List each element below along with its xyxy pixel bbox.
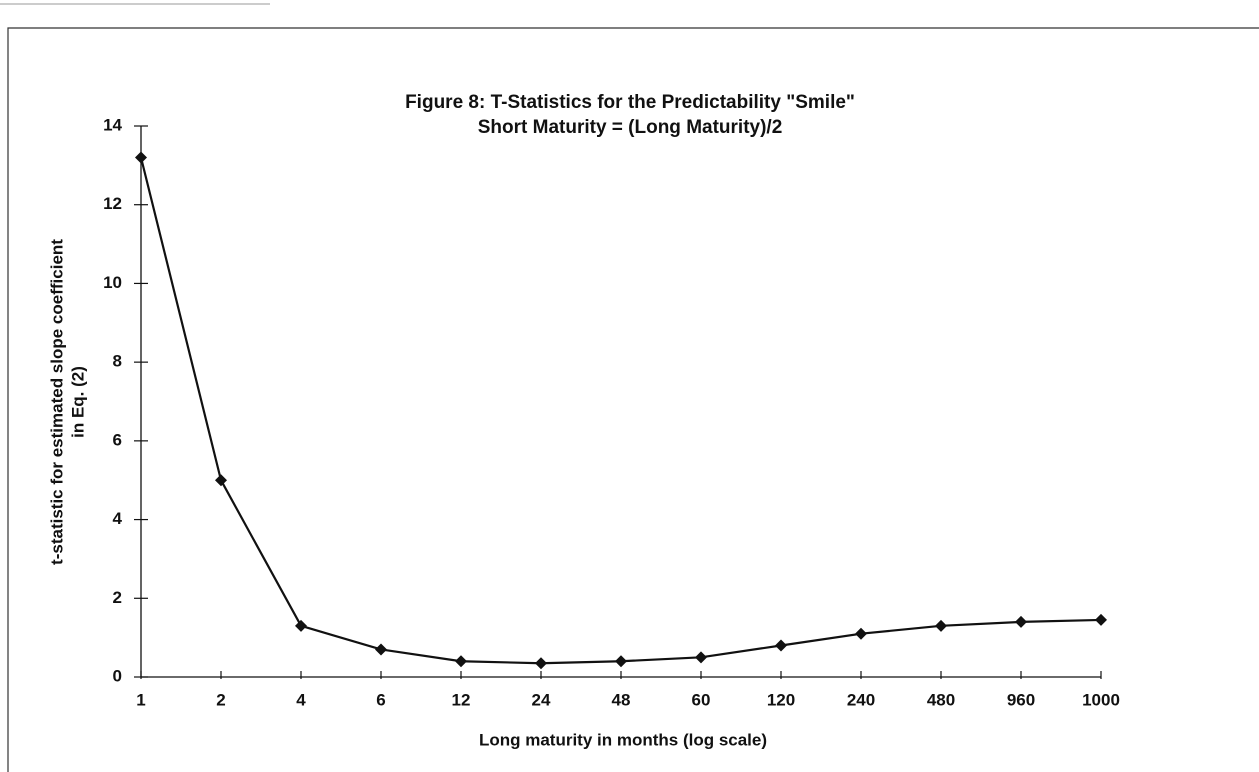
x-tick-label: 120 — [767, 690, 795, 709]
data-point — [615, 655, 627, 668]
data-point — [135, 151, 147, 164]
data-point — [935, 619, 947, 632]
chart-title: Figure 8: T-Statistics for the Predictab… — [405, 92, 855, 113]
x-tick-label: 4 — [296, 690, 306, 709]
x-axis-label: Long maturity in months (log scale) — [479, 730, 767, 749]
x-tick-label: 960 — [1007, 690, 1035, 709]
y-tick-label: 0 — [113, 666, 122, 685]
y-axis-label: in Eq. (2) — [68, 366, 87, 438]
y-tick-label: 2 — [113, 588, 122, 607]
x-tick-label: 6 — [376, 690, 385, 709]
y-tick-label: 14 — [103, 115, 122, 134]
y-tick-label: 8 — [113, 352, 122, 371]
x-tick-label: 1 — [136, 690, 145, 709]
x-tick-label: 240 — [847, 690, 875, 709]
data-point — [215, 474, 227, 487]
data-point — [775, 639, 787, 652]
data-point — [295, 619, 307, 632]
x-tick-label: 2 — [216, 690, 225, 709]
x-tick-label: 24 — [532, 690, 551, 709]
x-tick-label: 1000 — [1082, 690, 1120, 709]
data-point — [455, 655, 467, 668]
data-point — [1095, 613, 1107, 626]
data-point — [535, 657, 547, 670]
data-point — [375, 643, 387, 656]
data-point — [1015, 615, 1027, 628]
y-tick-label: 4 — [113, 509, 123, 528]
y-tick-label: 6 — [113, 430, 122, 449]
x-tick-label: 480 — [927, 690, 955, 709]
x-tick-label: 60 — [692, 690, 711, 709]
data-point — [695, 651, 707, 664]
y-tick-label: 10 — [103, 273, 122, 292]
data-point — [855, 627, 867, 640]
y-tick-label: 12 — [103, 194, 122, 213]
chart-subtitle: Short Maturity = (Long Maturity)/2 — [478, 117, 783, 138]
chart-frame — [7, 27, 1259, 772]
x-tick-label: 12 — [452, 690, 471, 709]
x-tick-label: 48 — [612, 690, 631, 709]
y-axis-label: t-statistic for estimated slope coeffici… — [47, 239, 66, 565]
